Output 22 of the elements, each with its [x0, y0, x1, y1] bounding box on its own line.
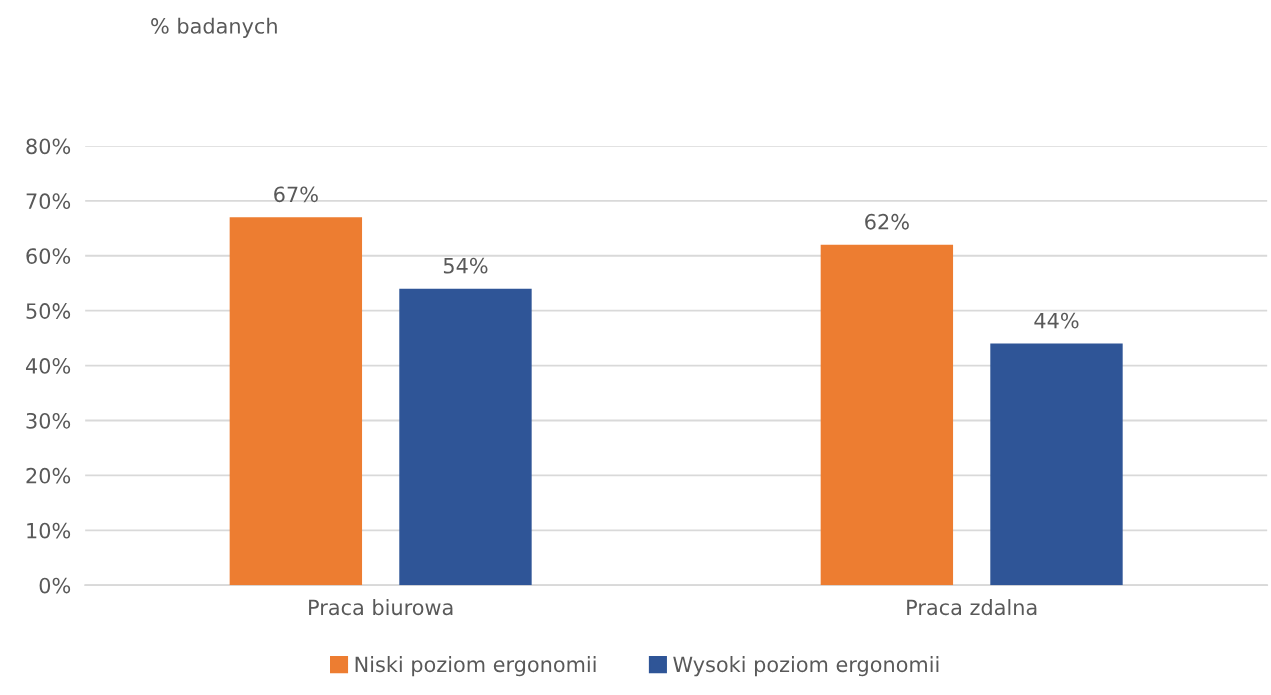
bar — [229, 217, 363, 586]
y-tick-label: 50% — [26, 303, 71, 319]
data-label: 67% — [274, 186, 318, 203]
y-tick-label: 30% — [26, 412, 71, 429]
y-tick-label: 70% — [26, 193, 71, 210]
y-tick-label: 0% — [39, 577, 71, 594]
data-label: 62% — [865, 213, 909, 230]
x-tick-label: Praca biurowa — [309, 599, 453, 616]
legend-label: Niski poziom ergonomii — [355, 656, 596, 677]
data-label: 44% — [1034, 312, 1079, 329]
legend-label: Wysoki poziom ergonomii — [673, 656, 939, 677]
y-tick-label: 60% — [26, 248, 71, 264]
y-tick-label: 20% — [26, 467, 71, 484]
x-tick-label: Praca zdalna — [907, 599, 1037, 616]
y-tick-label: 80% — [26, 138, 71, 155]
y-tick-label: 10% — [27, 522, 71, 539]
data-label: 54% — [443, 257, 488, 274]
y-axis-title: % badanych — [151, 17, 277, 38]
bar — [820, 244, 954, 586]
bar — [990, 343, 1123, 586]
y-tick-label: 40% — [25, 358, 71, 374]
bar — [399, 288, 532, 586]
